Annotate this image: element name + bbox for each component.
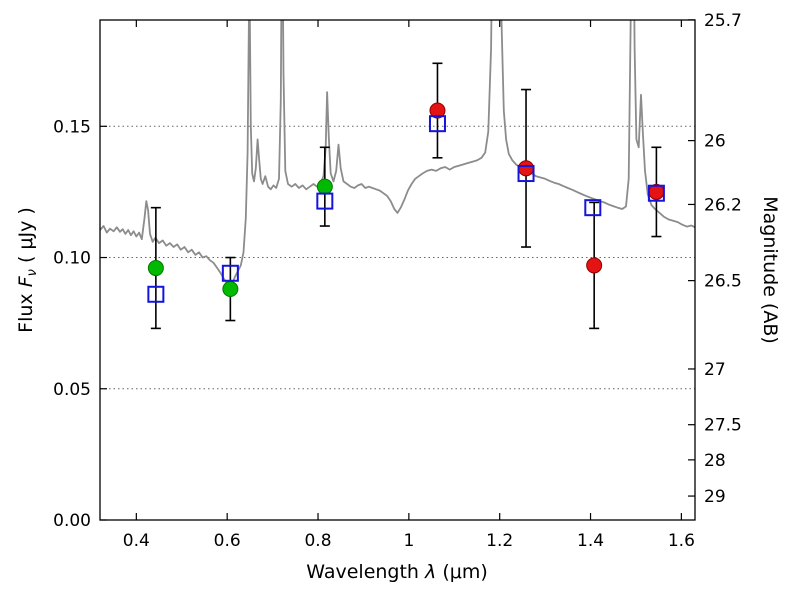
y-tick-label-magnitude: 26 bbox=[704, 132, 726, 152]
data-point-model-photometry bbox=[517, 165, 535, 183]
data-point-observed-photometry-infrared bbox=[429, 102, 446, 119]
data-point-model-photometry bbox=[316, 192, 334, 210]
y-tick-label-magnitude: 26.5 bbox=[704, 272, 742, 292]
x-tick-label: 0.8 bbox=[304, 531, 331, 551]
tick-labels: 0.4 0.6 0.8 1 1.2 1.4 1.6 0.00 0.05 0.10 0.15 25.7 2… bbox=[53, 11, 742, 551]
x-axis-label: Wavelength λ (μm) bbox=[306, 561, 487, 583]
plot-border bbox=[99, 19, 696, 521]
y-axis-label-left: Flux Fν ( μJy ) bbox=[15, 207, 40, 333]
data-point-observed-photometry-optical bbox=[222, 281, 239, 298]
y-tick-label-flux: 0.05 bbox=[53, 380, 91, 400]
data-point-model-photometry bbox=[647, 184, 665, 202]
data-point-model-photometry bbox=[584, 199, 602, 217]
x-tick-label: 1.2 bbox=[486, 531, 513, 551]
x-tick-label: 0.4 bbox=[123, 531, 150, 551]
y-tick-label-flux: 0.15 bbox=[53, 117, 91, 137]
x-tick-label: 1 bbox=[403, 531, 414, 551]
tick-marks bbox=[100, 19, 695, 521]
axes-frame bbox=[99, 19, 696, 521]
data-point-observed-photometry-optical bbox=[147, 260, 164, 277]
data-points-layer bbox=[147, 102, 665, 303]
y-tick-label-flux: 0.10 bbox=[53, 249, 91, 269]
y-tick-label-magnitude: 29 bbox=[704, 487, 726, 507]
y-tick-label-magnitude: 25.7 bbox=[704, 11, 742, 31]
spectrum-layer bbox=[100, 20, 695, 288]
x-tick-label: 1.4 bbox=[577, 531, 604, 551]
grid-lines bbox=[100, 125, 695, 390]
data-point-model-photometry bbox=[147, 285, 165, 303]
data-point-model-photometry bbox=[221, 264, 239, 282]
data-point-observed-photometry-infrared bbox=[586, 257, 603, 274]
y-tick-label-magnitude: 28 bbox=[704, 451, 726, 471]
x-tick-label: 0.6 bbox=[214, 531, 241, 551]
data-point-model-photometry bbox=[428, 115, 446, 133]
y-tick-label-magnitude: 26.2 bbox=[704, 195, 742, 215]
data-point-observed-photometry-infrared bbox=[518, 160, 535, 177]
spectrum-line bbox=[100, 20, 695, 288]
y-tick-label-flux: 0.00 bbox=[53, 511, 91, 531]
x-tick-label: 1.6 bbox=[668, 531, 695, 551]
y-tick-label-magnitude: 27.5 bbox=[704, 416, 742, 436]
y-tick-label-magnitude: 27 bbox=[704, 360, 726, 380]
data-point-observed-photometry-optical bbox=[316, 178, 333, 195]
y-axis-label-right: Magnitude (AB) bbox=[759, 196, 781, 344]
